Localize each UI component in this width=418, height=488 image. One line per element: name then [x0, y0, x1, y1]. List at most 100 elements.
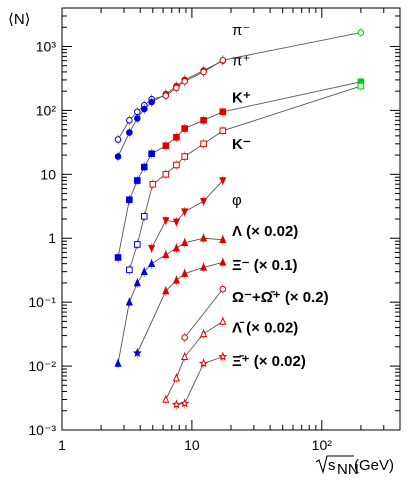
data-point [219, 257, 227, 266]
series-label: π⁺ [232, 53, 250, 70]
data-point [181, 238, 189, 247]
y-tick-label: 10⁻³ [28, 422, 56, 438]
y-tick-label: 10⁻¹ [28, 294, 56, 310]
series-line [165, 321, 224, 400]
data-point [200, 117, 207, 124]
data-point [198, 358, 209, 368]
data-point [181, 352, 189, 361]
data-point [181, 78, 188, 85]
data-point [181, 125, 188, 132]
data-point [181, 334, 188, 341]
data-point [134, 241, 141, 248]
series-labels: π⁻ π⁺ K⁺ K⁻ φ Λ (× 0.02) Ξ⁻ (× 0.1) Ω⁻+Ω̄⁺ (× 0… [232, 22, 329, 370]
data-point [148, 259, 156, 267]
series-label: Ω⁻+Ω̄⁺ (× 0.2) [232, 289, 329, 306]
data-point [140, 163, 148, 171]
series-label: Λ (× 0.02) [232, 223, 298, 240]
data-point [181, 208, 189, 217]
data-marks [114, 27, 365, 410]
data-point [162, 286, 170, 295]
data-point [172, 275, 180, 284]
y-tick-label: 1 [48, 230, 56, 246]
series-line [136, 261, 223, 354]
series-line [117, 60, 224, 157]
data-point [200, 233, 208, 242]
data-point [219, 56, 227, 64]
sqrt-sign [315, 455, 354, 474]
data-point [140, 267, 148, 275]
data-point [200, 329, 208, 338]
data-point [114, 358, 122, 367]
data-point [200, 68, 207, 76]
data-point [219, 285, 227, 293]
series-line [176, 356, 223, 406]
x-axis-title: s NN (GeV) [315, 455, 394, 478]
data-point [126, 196, 133, 204]
data-point [162, 142, 170, 150]
data-point [114, 153, 122, 160]
data-point [114, 254, 122, 261]
series-label: Ξ̄⁺ (× 0.02) [232, 353, 306, 370]
data-point [219, 177, 227, 186]
data-point [219, 108, 227, 116]
data-point [218, 351, 228, 361]
series-label: Λ̄ (× 0.02) [232, 320, 298, 337]
data-point [140, 105, 148, 113]
series-line [151, 180, 224, 249]
x-axis-title-unit: (GeV) [354, 457, 394, 474]
data-point [219, 316, 227, 325]
data-point [162, 394, 170, 403]
series-line [128, 85, 362, 271]
data-point [148, 98, 155, 106]
series-line [184, 288, 224, 338]
data-point [132, 348, 142, 358]
data-point [126, 117, 133, 124]
data-point [200, 262, 208, 271]
data-point [162, 92, 170, 99]
data-point [357, 29, 365, 36]
data-point [171, 399, 182, 409]
y-tick-label: 10⁻² [28, 358, 56, 374]
data-point [200, 197, 208, 206]
y-axis-title: ⟨N⟩ [8, 11, 31, 28]
data-point [173, 84, 180, 92]
data-point [134, 177, 141, 184]
data-point [149, 180, 157, 188]
series-label: Ξ⁻ (× 0.1) [232, 257, 298, 274]
data-point [133, 278, 141, 287]
x-tick-label: 10² [312, 437, 333, 453]
data-point [162, 217, 170, 226]
series-label: φ [232, 192, 242, 209]
data-point [162, 250, 170, 259]
data-point [173, 133, 180, 141]
data-point [125, 297, 133, 306]
data-point [140, 213, 148, 220]
data-point [114, 136, 122, 143]
series-label: K⁺ [232, 89, 251, 106]
x-axis-title-s: s [328, 457, 336, 474]
x-tick-label: 10 [184, 437, 200, 453]
data-point [134, 115, 141, 122]
series-label: π⁻ [232, 22, 250, 39]
series-line [117, 32, 361, 140]
series-line [117, 237, 223, 364]
axis-ticks: 1 10 10² 10⁻³ 10⁻² 10⁻¹ 1 10 10² 10³ [28, 7, 401, 453]
y-tick-label: 10² [36, 102, 57, 118]
data-point [357, 82, 365, 90]
plot-border [61, 7, 401, 431]
data-point [219, 235, 227, 243]
plot-frame [61, 7, 401, 431]
series-label: K⁻ [232, 136, 251, 153]
x-tick-label: 1 [58, 437, 66, 453]
data-point [148, 244, 156, 253]
data-point [172, 373, 180, 382]
y-tick-label: 10³ [36, 38, 57, 54]
data-point [181, 268, 189, 277]
data-point [172, 218, 180, 227]
x-axis-title-sub: NN [337, 461, 359, 478]
data-point [180, 398, 190, 408]
data-point [173, 161, 180, 169]
data-point [200, 140, 207, 148]
data-point [126, 266, 133, 274]
